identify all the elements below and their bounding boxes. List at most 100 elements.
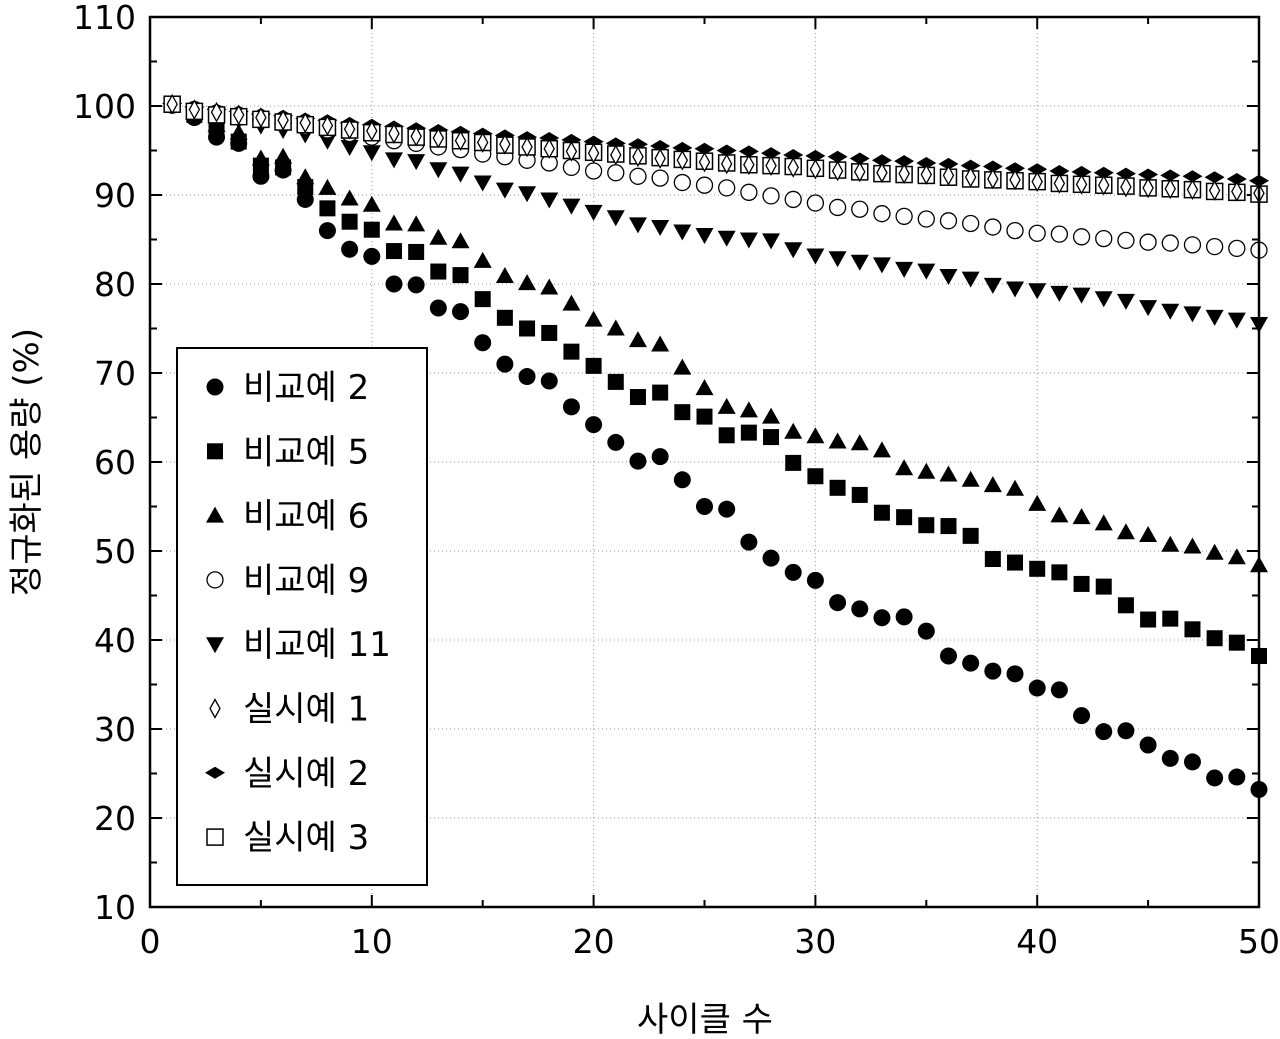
data-point bbox=[1186, 179, 1199, 200]
data-point bbox=[1228, 634, 1245, 651]
y-tick-label: 40 bbox=[94, 621, 136, 660]
data-point bbox=[318, 133, 337, 150]
data-point bbox=[255, 107, 267, 128]
data-point bbox=[784, 422, 803, 439]
data-point bbox=[651, 169, 669, 187]
data-point bbox=[1031, 171, 1043, 192]
data-point bbox=[473, 175, 492, 192]
data-point bbox=[1072, 508, 1091, 525]
data-point bbox=[787, 157, 799, 178]
data-point bbox=[607, 373, 624, 390]
data-point bbox=[1006, 665, 1024, 683]
data-point bbox=[1184, 621, 1201, 638]
data-point bbox=[718, 500, 736, 518]
data-point bbox=[738, 145, 759, 158]
data-point bbox=[606, 210, 625, 227]
data-point bbox=[296, 190, 314, 208]
data-point bbox=[1028, 494, 1047, 511]
data-point bbox=[940, 518, 957, 535]
legend-label: 실시예 2 bbox=[243, 754, 369, 794]
y-axis: 10 20 30 40 50 60 70 80 90 100 110 bbox=[73, 0, 1259, 927]
data-point bbox=[496, 355, 514, 373]
data-point bbox=[1183, 537, 1202, 554]
data-point bbox=[917, 622, 935, 640]
data-point bbox=[363, 221, 380, 238]
data-point bbox=[895, 608, 913, 626]
data-point bbox=[251, 149, 270, 166]
data-point bbox=[362, 145, 381, 162]
data-point bbox=[938, 157, 959, 170]
data-point bbox=[587, 142, 600, 164]
data-point bbox=[849, 152, 870, 165]
data-point bbox=[739, 401, 758, 418]
data-point bbox=[873, 205, 891, 223]
legend-marker bbox=[205, 766, 225, 779]
data-point bbox=[319, 200, 336, 217]
data-point bbox=[341, 213, 358, 230]
data-point bbox=[785, 454, 802, 471]
data-point bbox=[651, 220, 670, 237]
data-point bbox=[1226, 172, 1247, 185]
data-point bbox=[831, 160, 844, 182]
plot-area bbox=[162, 93, 1269, 799]
data-point bbox=[1009, 169, 1021, 191]
y-tick-label: 50 bbox=[94, 532, 136, 571]
series-6 bbox=[166, 93, 1265, 204]
data-point bbox=[1029, 560, 1046, 577]
data-point bbox=[454, 130, 467, 152]
data-point bbox=[673, 471, 691, 489]
data-point bbox=[740, 533, 758, 551]
data-point bbox=[1093, 166, 1114, 179]
data-point bbox=[695, 379, 714, 396]
data-point bbox=[499, 133, 511, 155]
data-point bbox=[584, 204, 603, 221]
data-point bbox=[806, 427, 825, 444]
data-point bbox=[606, 319, 625, 336]
plot-frame bbox=[148, 15, 1261, 909]
data-point bbox=[1182, 170, 1203, 183]
data-point bbox=[942, 165, 955, 186]
data-point bbox=[720, 153, 733, 175]
data-point bbox=[1072, 228, 1091, 246]
data-point bbox=[518, 274, 537, 291]
data-point bbox=[983, 476, 1002, 493]
data-point bbox=[718, 179, 736, 197]
data-point bbox=[585, 416, 603, 434]
data-point bbox=[1051, 564, 1068, 581]
data-point bbox=[871, 154, 892, 167]
data-point bbox=[1227, 548, 1246, 565]
data-point bbox=[407, 215, 426, 232]
data-point bbox=[1117, 722, 1135, 740]
data-point bbox=[429, 299, 447, 317]
data-point bbox=[562, 398, 580, 416]
y-tick-label: 90 bbox=[94, 176, 136, 215]
data-point bbox=[1139, 525, 1158, 542]
data-point bbox=[1164, 178, 1177, 200]
data-point bbox=[1161, 234, 1179, 252]
data-point bbox=[1183, 306, 1202, 323]
data-point bbox=[828, 251, 847, 268]
y-axis-title: 정규화된 용량 (%) bbox=[7, 328, 47, 596]
data-point bbox=[452, 303, 470, 321]
data-point bbox=[695, 228, 714, 245]
data-point bbox=[1028, 283, 1047, 300]
data-point bbox=[873, 609, 891, 627]
data-point bbox=[410, 125, 422, 147]
legend-marker bbox=[209, 698, 221, 719]
data-point bbox=[1115, 167, 1136, 180]
legend-marker bbox=[206, 571, 224, 589]
x-tick-label: 40 bbox=[1016, 922, 1058, 961]
series-3 bbox=[163, 94, 1268, 573]
data-point bbox=[829, 594, 847, 612]
y-tick-label: 20 bbox=[94, 799, 136, 838]
data-point bbox=[716, 144, 737, 157]
data-point bbox=[451, 166, 470, 183]
data-point bbox=[762, 187, 780, 205]
data-point bbox=[896, 509, 913, 526]
data-point bbox=[762, 407, 781, 424]
data-point bbox=[607, 433, 625, 451]
x-tick-label: 20 bbox=[573, 922, 615, 961]
data-point bbox=[654, 148, 666, 169]
data-point bbox=[1204, 171, 1225, 184]
